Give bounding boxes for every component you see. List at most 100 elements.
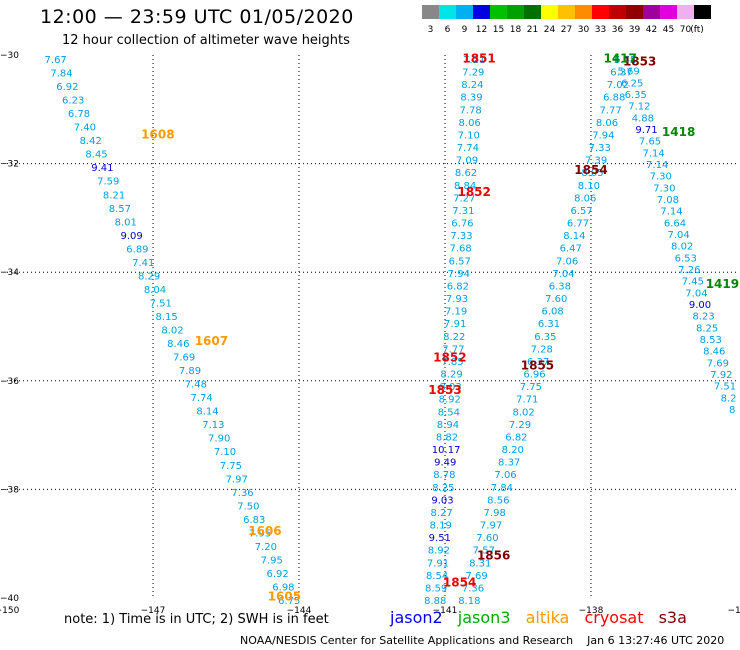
swh-value: 7.69: [707, 358, 729, 369]
swh-value: 7.10: [214, 447, 236, 458]
swh-value: 6.64: [664, 218, 686, 229]
swh-value: 8.02: [671, 242, 693, 253]
swh-value: 7.74: [457, 143, 479, 154]
swh-value: 6.77: [567, 219, 589, 230]
swh-value: 7.57: [473, 546, 495, 557]
swh-value: 5.69: [618, 67, 640, 78]
swh-value: 7.45: [682, 277, 704, 288]
swh-value: 6.88: [603, 93, 625, 104]
page-subtitle: 12 hour collection of altimeter wave hei…: [62, 33, 350, 48]
swh-value: 6.35: [534, 332, 556, 343]
swh-value: 8.04: [144, 285, 166, 296]
swh-value: 8.02: [161, 326, 183, 337]
swh-value: 7.30: [650, 172, 672, 183]
swh-value: 6.83: [243, 515, 265, 526]
swh-value: 9.03: [431, 495, 453, 506]
pass-time-label: 1605: [268, 589, 301, 603]
swh-value: 7.94: [592, 130, 614, 141]
swh-value: 6.82: [447, 281, 469, 292]
swh-value: 6.37: [610, 68, 632, 79]
swh-value: 7.68: [449, 244, 471, 255]
lon-tick-label: −13: [728, 606, 740, 616]
swh-value: 8.20: [502, 445, 524, 456]
swh-value: 7.77: [442, 344, 464, 355]
swh-value: 8.01: [115, 217, 137, 228]
swh-value: 7.20: [255, 542, 277, 553]
colorbar-legend: 3 6 9 12 15 18 21 24 27 30 33 36 39 42 45 70(ft): [422, 5, 711, 35]
swh-value: 9.51: [429, 533, 451, 544]
swh-value: 7.95: [261, 555, 283, 566]
swh-value: 8.45: [85, 150, 107, 161]
swh-value: 7.21: [463, 55, 485, 66]
swh-value: 5.78: [614, 55, 636, 66]
swh-value: 7.13: [202, 420, 224, 431]
colorbar-swatch: [694, 5, 711, 19]
colorbar-swatch: [609, 5, 626, 19]
swh-value: 7.75: [520, 382, 542, 393]
swh-value: 8.25: [696, 323, 718, 334]
colorbar-tick-label: 70: [680, 25, 692, 35]
pass-time-label: 1854: [574, 163, 607, 177]
colorbar-tick-label: 27: [561, 25, 572, 35]
swh-value: 8.18: [458, 596, 480, 607]
swh-value: 7.60: [545, 294, 567, 305]
swh-value: 6.57: [570, 206, 592, 217]
colorbar-tick-label: 45: [663, 25, 674, 35]
swh-value: 8.94: [437, 420, 459, 431]
swh-value: 7.75: [220, 461, 242, 472]
swh-value: 7.67: [45, 55, 67, 66]
swh-value: 7.14: [660, 207, 682, 218]
swh-value: 7.10: [458, 130, 480, 141]
pass-time-label: 1606: [248, 524, 281, 538]
lat-tick-label: −30: [0, 51, 19, 61]
pass-time-label: 1852: [433, 350, 466, 364]
lat-tick-label: −36: [0, 377, 19, 387]
swh-value: 7.29: [509, 420, 531, 431]
swh-value: 7.90: [208, 434, 230, 445]
colorbar-tick-label: 12: [476, 25, 487, 35]
swh-value: 7.69: [173, 353, 195, 364]
swh-value: 6.96: [523, 370, 545, 381]
swh-value: 8.46: [703, 347, 725, 358]
page-title: 12:00 — 23:59 UTC 01/05/2020: [40, 6, 354, 28]
colorbar-tick-label: 30: [578, 25, 590, 35]
swh-value: 6.23: [62, 96, 84, 107]
colorbar-swatch: [643, 5, 660, 19]
colorbar-swatch: [626, 5, 643, 19]
swh-value: 7.91: [427, 558, 449, 569]
swh-value: 8.92: [439, 395, 461, 406]
colorbar-swatch: [677, 5, 694, 19]
swh-value: 6.53: [675, 253, 697, 264]
swh-value: 8.22: [443, 332, 465, 343]
swh-value: 8.05: [581, 168, 603, 179]
pass-time-label: 1851: [462, 52, 495, 66]
swh-value: 7.60: [476, 533, 498, 544]
swh-value: 7.51: [150, 298, 172, 309]
satellite-jason3: jason3: [457, 608, 511, 627]
colorbar-tick-label: 42: [646, 25, 657, 35]
swh-value: 7.36: [462, 583, 484, 594]
swh-value: 8.29: [138, 271, 160, 282]
satellite-jason2: jason2: [390, 608, 443, 627]
swh-value: 6.25: [621, 78, 643, 89]
colorbar-swatch: [473, 5, 490, 19]
swh-value: 8.29: [440, 370, 462, 381]
swh-value: 9.71: [635, 125, 657, 136]
swh-value: 8.10: [578, 181, 600, 192]
swh-value: 8.92: [428, 546, 450, 557]
swh-value: 7.77: [599, 105, 621, 116]
swh-value: 8.39: [460, 93, 482, 104]
units-note: note: 1) Time is in UTC; 2) SWH is in fe…: [64, 612, 329, 627]
swh-value: 8.54: [426, 571, 448, 582]
swh-value: 7.06: [556, 256, 578, 267]
swh-value: 8.03: [440, 382, 462, 393]
lat-tick-label: −40: [0, 594, 19, 604]
lon-tick-label: −144: [287, 606, 312, 616]
pass-time-label: 1607: [195, 334, 228, 348]
swh-value: 7.29: [462, 68, 484, 79]
swh-value: 7.30: [653, 183, 675, 194]
lon-tick-label: −147: [141, 606, 166, 616]
swh-value: 7.27: [453, 193, 475, 204]
swh-value: 7.41: [132, 258, 154, 269]
